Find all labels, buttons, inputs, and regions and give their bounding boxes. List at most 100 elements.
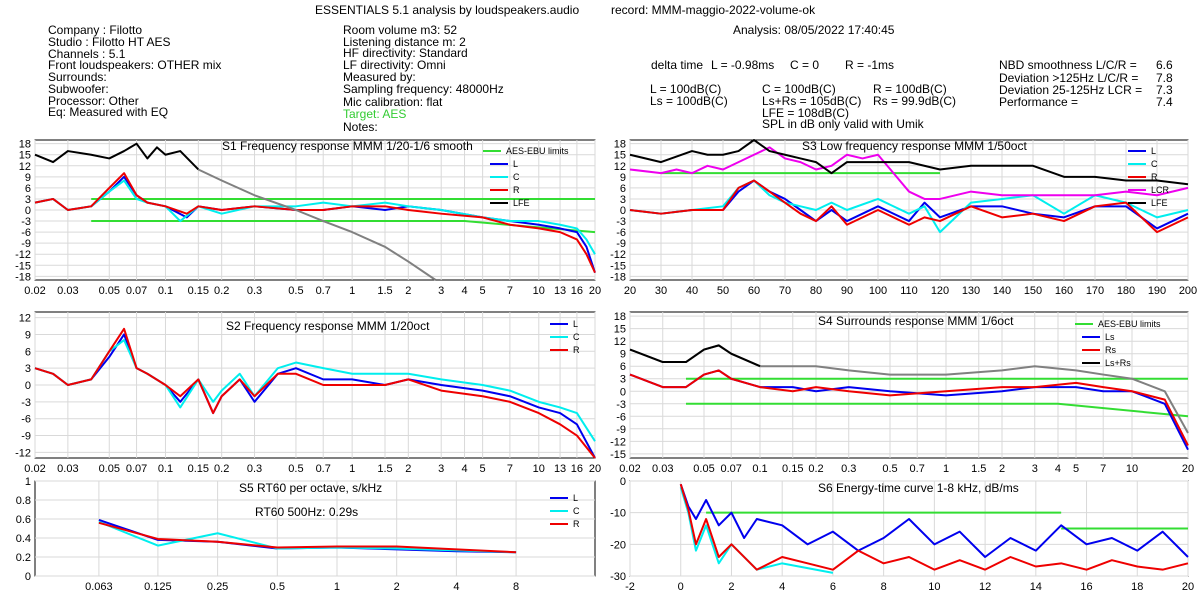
x-tick-label: 0.05 (99, 285, 120, 297)
x-tick-label: 1.5 (377, 463, 392, 475)
x-tick-label: 120 (931, 285, 949, 297)
y-tick-label: 18 (614, 139, 626, 151)
level-rs: Rs = 99.9dB(C) (873, 94, 957, 108)
y-tick-label: 12 (19, 161, 31, 173)
metric-performance-value: 7.4 (1156, 95, 1173, 109)
x-tick-label: 0.3 (841, 463, 856, 475)
x-tick-label: 0.05 (99, 463, 120, 475)
y-tick-label: -6 (21, 414, 31, 426)
legend-label: AES-EBU limits (1098, 319, 1161, 329)
chart-s2: 0.02 0.03 0.05 0.07 0.1 0.15 0.2 0.3 0.5 0.7 1 1.5 2… (15, 311, 601, 475)
x-tick-label: 0.03 (652, 463, 673, 475)
y-tick-label: 15 (614, 324, 626, 336)
y-tick-label: -6 (616, 227, 626, 239)
x-tick-label: 6 (830, 581, 836, 593)
delta-time-r: R = -1ms (845, 58, 895, 72)
y-tick-label: 12 (19, 313, 31, 325)
series-lfe (629, 139, 1189, 186)
info-lf-directivity: LF directivity: Omni (343, 58, 446, 72)
x-tick-label: 4 (453, 581, 459, 593)
y-tick-label: 9 (25, 329, 31, 341)
metric-dev125-value: 7.8 (1156, 71, 1173, 85)
level-r: R = 100dB(C) (873, 82, 947, 96)
legend-label: R (573, 519, 580, 529)
level-l: L = 100dB(C) (650, 82, 722, 96)
x-tick-label: 0.2 (214, 285, 229, 297)
y-tick-label: 6 (25, 183, 31, 195)
x-tick-label: 0.1 (158, 285, 173, 297)
x-tick-label: 80 (810, 285, 822, 297)
x-tick-label: 170 (1086, 285, 1104, 297)
series-r (629, 179, 1189, 234)
x-tick-label: 4 (461, 285, 467, 297)
x-tick-label: 13 (554, 463, 566, 475)
metric-nbd-value: 6.6 (1156, 58, 1173, 72)
x-tick-label: 0.1 (158, 463, 173, 475)
legend-label: AES-EBU limits (506, 146, 569, 156)
y-tick-label: -3 (616, 216, 626, 228)
analysis-timestamp: Analysis: 08/05/2022 17:40:45 (733, 23, 895, 37)
x-tick-label: 0.3 (247, 463, 262, 475)
chart-title: S4 Surrounds response MMM 1/6oct (818, 314, 1014, 328)
x-tick-label: 0.5 (882, 463, 897, 475)
y-tick-label: -15 (610, 260, 626, 272)
y-tick-label: -6 (616, 411, 626, 423)
series-l (679, 483, 1189, 558)
x-tick-label: 20 (624, 285, 636, 297)
info-notes: Notes: (343, 120, 378, 134)
x-tick-label: 100 (869, 285, 887, 297)
x-tick-label: 150 (1024, 285, 1042, 297)
info-front-speakers: Front loudspeakers: OTHER mix (48, 58, 222, 72)
x-tick-label: 2 (394, 581, 400, 593)
legend-label: Ls (1105, 332, 1115, 342)
y-tick-label: 6 (620, 361, 626, 373)
y-tick-label: 15 (614, 150, 626, 162)
x-tick-label: 10 (533, 285, 545, 297)
x-tick-label: 16 (1080, 581, 1092, 593)
y-tick-label: -3 (21, 397, 31, 409)
info-company: Company : Filotto (48, 23, 143, 37)
x-tick-label: 0.5 (270, 581, 285, 593)
y-tick-label: 0.4 (16, 533, 31, 545)
x-tick-label: 4 (461, 463, 467, 475)
series-lfe-rolloff (197, 168, 437, 281)
chart-title: S1 Frequency response MMM 1/20-1/6 smoot… (222, 139, 473, 153)
legend-label: C (513, 172, 520, 182)
x-tick-label: 0.3 (247, 285, 262, 297)
x-tick-label: 5 (480, 285, 486, 297)
y-tick-label: -9 (21, 431, 31, 443)
spl-note: SPL in dB only valid with Umik (762, 117, 924, 131)
x-tick-label: 0.2 (214, 463, 229, 475)
legend-label: L (513, 159, 518, 169)
metric-dev25-value: 7.3 (1156, 83, 1173, 97)
x-tick-label: 20 (589, 285, 601, 297)
info-listening-distance: Listening distance m: 2 (343, 35, 466, 49)
y-tick-label: -12 (610, 436, 626, 448)
series-ls+rs-black (629, 344, 761, 368)
y-tick-label: -3 (616, 399, 626, 411)
y-tick-label: -9 (21, 238, 31, 250)
x-tick-label: 1 (349, 285, 355, 297)
aes-limit-lower (91, 220, 596, 234)
y-tick-label: 18 (614, 311, 626, 323)
series-c (34, 339, 596, 442)
x-tick-label: 30 (655, 285, 667, 297)
x-tick-label: 20 (1182, 463, 1194, 475)
chart-title: S5 RT60 per octave, s/kHz (239, 481, 382, 495)
x-tick-label: 7 (507, 463, 513, 475)
metric-dev25-label: Deviation 25-125Hz LCR = (999, 83, 1143, 97)
delta-time-c: C = 0 (790, 58, 820, 72)
info-room-volume: Room volume m3: 52 (343, 23, 458, 37)
x-tick-label: 0.15 (188, 463, 209, 475)
legend-label: L (1151, 146, 1156, 156)
y-tick-label: -12 (15, 249, 31, 261)
y-tick-label: 3 (25, 363, 31, 375)
info-sampling-frequency: Sampling frequency: 48000Hz (343, 82, 504, 96)
legend-label: Rs (1105, 345, 1116, 355)
x-tick-label: 1 (943, 463, 949, 475)
x-tick-label: 180 (1117, 285, 1135, 297)
x-tick-label: 2 (405, 463, 411, 475)
chart-s3: 20 30 40 50 60 70 80 90 100 110 120 130 140 150 160 170… (610, 139, 1197, 297)
info-studio: Studio : Filotto HT AES (48, 35, 171, 49)
